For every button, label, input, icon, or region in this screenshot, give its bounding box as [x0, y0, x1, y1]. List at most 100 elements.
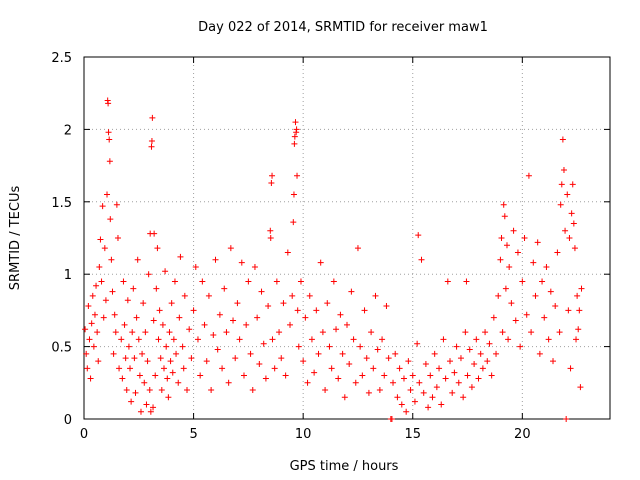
- data-point: [440, 336, 447, 343]
- data-point: [234, 300, 241, 307]
- data-point: [123, 387, 130, 394]
- x-tick-label: 15: [404, 427, 421, 442]
- data-point: [453, 343, 460, 350]
- data-point: [357, 343, 364, 350]
- data-point: [403, 408, 410, 415]
- data-point: [482, 329, 489, 336]
- data-point: [102, 297, 109, 304]
- data-point: [139, 350, 146, 357]
- data-point: [564, 191, 571, 198]
- data-point: [477, 350, 484, 357]
- data-point: [268, 179, 275, 186]
- data-point: [135, 336, 142, 343]
- data-point: [451, 369, 458, 376]
- data-point: [416, 379, 423, 386]
- x-tick-label: 10: [295, 427, 312, 442]
- data-point: [315, 350, 322, 357]
- data-point: [429, 394, 436, 401]
- data-point: [201, 321, 208, 328]
- data-point: [442, 375, 449, 382]
- data-point: [547, 288, 554, 295]
- data-point: [354, 245, 361, 252]
- data-point: [100, 314, 107, 321]
- data-point: [167, 358, 174, 365]
- data-point: [519, 278, 526, 285]
- data-point: [501, 213, 508, 220]
- data-point: [575, 326, 582, 333]
- data-point: [297, 278, 304, 285]
- data-point: [339, 350, 346, 357]
- data-point: [502, 285, 509, 292]
- plot-frame: [83, 56, 611, 420]
- data-point: [83, 350, 90, 357]
- data-point: [188, 355, 195, 362]
- data-point: [291, 133, 298, 140]
- data-point: [394, 394, 401, 401]
- data-point: [438, 401, 445, 408]
- data-point: [112, 329, 119, 336]
- data-point: [214, 346, 221, 353]
- data-point: [119, 375, 126, 382]
- data-point: [528, 329, 535, 336]
- data-point: [190, 307, 197, 314]
- data-point: [203, 358, 210, 365]
- data-point: [374, 346, 381, 353]
- chart-title: Day 022 of 2014, SRMTID for receiver maw…: [198, 20, 488, 35]
- x-tick-label: 5: [189, 427, 197, 442]
- data-point: [232, 355, 239, 362]
- data-point: [379, 336, 386, 343]
- data-point: [146, 387, 153, 394]
- y-tick-label: 0.5: [51, 341, 72, 356]
- data-point: [238, 259, 245, 266]
- data-point: [295, 343, 302, 350]
- data-point: [116, 365, 123, 372]
- data-point: [141, 379, 148, 386]
- data-point: [290, 191, 297, 198]
- data-point: [503, 242, 510, 249]
- data-point: [308, 336, 315, 343]
- data-point: [521, 235, 528, 241]
- data-point: [381, 372, 388, 379]
- data-point: [350, 336, 357, 343]
- data-point: [449, 389, 456, 396]
- data-point: [425, 404, 432, 411]
- data-point: [150, 317, 157, 324]
- data-point: [560, 166, 567, 173]
- data-point: [106, 136, 113, 143]
- data-point: [159, 321, 166, 328]
- data-point: [151, 230, 158, 237]
- data-point: [157, 355, 164, 362]
- data-point: [111, 311, 118, 318]
- data-point: [180, 365, 187, 372]
- data-point: [431, 350, 438, 357]
- data-point: [290, 219, 297, 226]
- data-point: [133, 314, 140, 321]
- data-point: [568, 210, 575, 217]
- data-point: [330, 278, 337, 285]
- data-point: [156, 307, 163, 314]
- data-point: [225, 379, 232, 386]
- data-point: [545, 336, 552, 343]
- data-point: [173, 350, 180, 357]
- data-point: [573, 336, 580, 343]
- data-point: [91, 311, 98, 318]
- data-point: [462, 329, 469, 336]
- data-point: [365, 389, 372, 396]
- data-point: [94, 329, 101, 336]
- data-point: [433, 384, 440, 391]
- data-point: [361, 307, 368, 314]
- data-point: [348, 288, 355, 295]
- data-point: [376, 387, 383, 394]
- data-point: [415, 232, 422, 239]
- y-tick-label: 2.5: [51, 51, 72, 66]
- data-point: [464, 372, 471, 379]
- data-point: [475, 375, 482, 382]
- data-point: [479, 365, 486, 372]
- data-point: [497, 256, 504, 263]
- data-point: [282, 372, 289, 379]
- data-point: [352, 379, 359, 386]
- data-point: [344, 321, 350, 328]
- data-point: [563, 416, 570, 422]
- data-point: [249, 387, 256, 394]
